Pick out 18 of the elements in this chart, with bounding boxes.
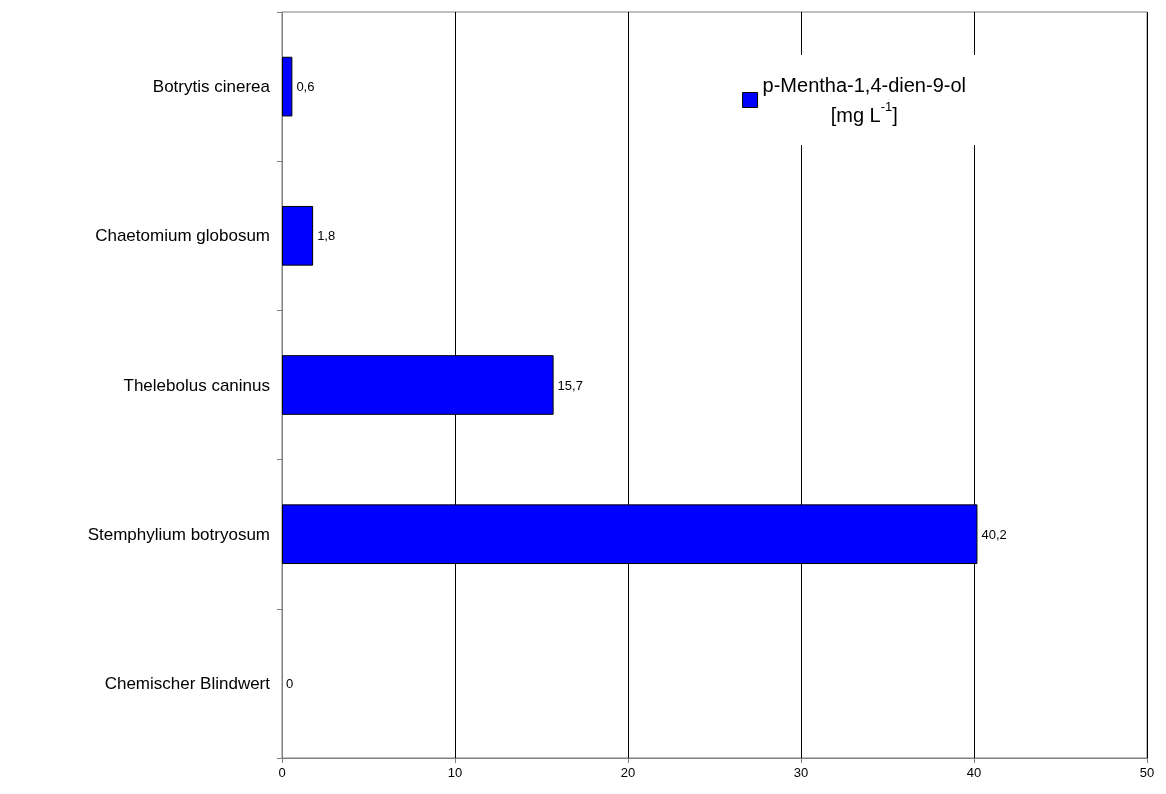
bar — [282, 56, 293, 117]
y-tick-label: Stemphylium botryosum — [87, 524, 270, 544]
x-tick-label: 0 — [278, 765, 286, 780]
data-label: 1,8 — [317, 228, 336, 244]
bar — [282, 205, 314, 266]
y-tick-label: Thelebolus caninus — [123, 375, 270, 395]
data-label: 15,7 — [557, 377, 583, 393]
data-label: 0,6 — [296, 79, 315, 95]
x-tick-label: 20 — [620, 765, 636, 780]
y-tick-label: Chemischer Blindwert — [104, 673, 271, 693]
x-tick-label: 40 — [966, 765, 982, 780]
y-tick-label: Chaetomium globosum — [95, 226, 270, 246]
data-label: 0 — [286, 675, 294, 691]
x-tick-label: 10 — [447, 765, 463, 780]
y-tick-label: Botrytis cinerea — [152, 77, 271, 97]
x-tick-label: 50 — [1139, 765, 1155, 780]
data-label: 40,2 — [981, 526, 1007, 542]
x-tick-label: 30 — [793, 765, 809, 780]
